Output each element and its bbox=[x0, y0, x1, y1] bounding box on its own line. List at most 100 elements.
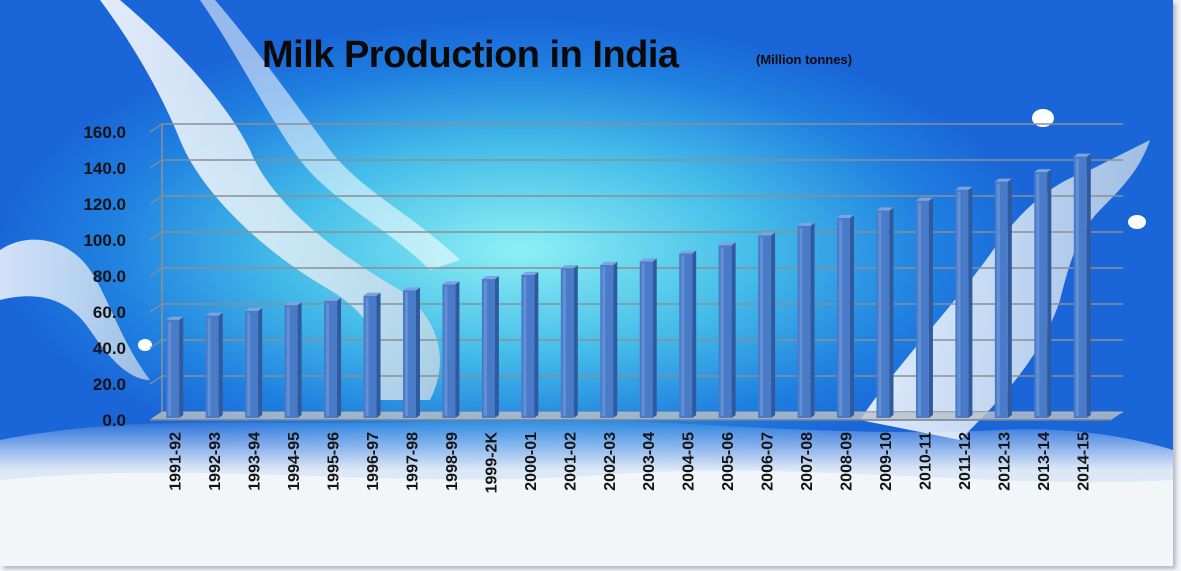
gridline-depth bbox=[149, 267, 163, 277]
x-tick-label: 1993-94 bbox=[247, 432, 264, 491]
x-tick-label: 1996-97 bbox=[365, 432, 382, 491]
bar bbox=[955, 186, 973, 418]
bar-front bbox=[560, 268, 574, 418]
bar-front bbox=[639, 261, 653, 418]
bar-highlight bbox=[720, 247, 724, 416]
bar-side bbox=[968, 186, 973, 418]
bar-top bbox=[442, 281, 460, 285]
gridline-depth bbox=[149, 123, 163, 133]
bar-front bbox=[797, 225, 811, 418]
bar-side bbox=[218, 312, 223, 418]
bar-side bbox=[850, 215, 855, 418]
bar-highlight bbox=[917, 202, 921, 416]
bar-top bbox=[876, 207, 894, 211]
bar-front bbox=[718, 245, 732, 418]
x-tick-label: 2006-07 bbox=[760, 432, 777, 491]
bar-front bbox=[442, 284, 456, 418]
bar-highlight bbox=[602, 266, 606, 416]
bar-side bbox=[1007, 178, 1012, 418]
bar-top bbox=[915, 197, 933, 201]
bar bbox=[718, 242, 736, 418]
chart-subtitle: (Million tonnes) bbox=[756, 52, 853, 67]
bar-front bbox=[481, 279, 495, 418]
bar-top bbox=[245, 307, 263, 311]
bar-highlight bbox=[168, 321, 172, 416]
x-tick-label: 2002-03 bbox=[602, 432, 619, 491]
bar bbox=[324, 297, 342, 418]
bar bbox=[166, 316, 184, 418]
x-tick-label: 2003-04 bbox=[641, 432, 658, 491]
bar-highlight bbox=[562, 270, 566, 416]
bar-side bbox=[376, 292, 381, 418]
x-tick-label: 2008-09 bbox=[839, 432, 856, 491]
x-tick-label: 1998-99 bbox=[444, 432, 461, 491]
bar bbox=[679, 250, 697, 418]
bar bbox=[402, 287, 420, 418]
bar-side bbox=[810, 222, 815, 418]
y-tick-label: 60.0 bbox=[93, 303, 126, 322]
x-tick-label: 2001-02 bbox=[562, 432, 579, 491]
x-tick-label: 2000-01 bbox=[523, 432, 540, 491]
bar-side bbox=[889, 207, 894, 418]
bar-front bbox=[521, 274, 535, 418]
x-tick-label: 1995-96 bbox=[326, 432, 343, 491]
x-tick-label: 2013-14 bbox=[1036, 432, 1053, 491]
bar-top bbox=[718, 242, 736, 246]
x-tick-label: 2007-08 bbox=[799, 432, 816, 491]
bar bbox=[876, 207, 894, 418]
bar-highlight bbox=[365, 297, 369, 416]
x-tick-label: 2010-11 bbox=[917, 432, 934, 490]
y-tick-label: 120.0 bbox=[83, 195, 126, 214]
bar bbox=[1034, 169, 1052, 418]
bar bbox=[560, 265, 578, 418]
bar bbox=[245, 307, 263, 418]
x-tick-label: 2009-10 bbox=[878, 432, 895, 491]
bar-front bbox=[915, 200, 929, 418]
bar-top bbox=[521, 271, 539, 275]
bar-side bbox=[179, 316, 184, 418]
y-tick-label: 40.0 bbox=[93, 339, 126, 358]
bar-highlight bbox=[1075, 158, 1079, 416]
bar-highlight bbox=[404, 292, 408, 416]
bar-side bbox=[455, 281, 460, 418]
bar bbox=[1073, 153, 1091, 418]
bar-front bbox=[284, 305, 298, 418]
bar-side bbox=[928, 197, 933, 418]
bar bbox=[915, 197, 933, 418]
bar-side bbox=[652, 258, 657, 418]
bar-highlight bbox=[483, 281, 487, 416]
bar-side bbox=[534, 271, 539, 418]
bar-highlight bbox=[286, 307, 290, 416]
gridline-depth bbox=[149, 375, 163, 385]
bar-front bbox=[166, 319, 180, 418]
y-tick-label: 0.0 bbox=[102, 411, 126, 430]
gridline-depth bbox=[149, 303, 163, 313]
bar-front bbox=[1034, 172, 1048, 418]
bar-side bbox=[1086, 153, 1091, 418]
bar-front bbox=[600, 264, 614, 418]
bar-front bbox=[955, 189, 969, 418]
bar bbox=[205, 312, 223, 418]
bar-highlight bbox=[523, 276, 527, 416]
bar bbox=[994, 178, 1012, 418]
bar-side bbox=[415, 287, 420, 418]
bar-top bbox=[758, 232, 776, 236]
gridline-depth bbox=[149, 195, 163, 205]
bar-highlight bbox=[641, 263, 645, 416]
x-tick-label: 2014-15 bbox=[1075, 432, 1092, 491]
bar-top bbox=[639, 258, 657, 262]
bar-side bbox=[337, 297, 342, 418]
bar-front bbox=[1073, 156, 1087, 418]
bar-highlight bbox=[326, 302, 330, 416]
bar bbox=[600, 261, 618, 418]
y-tick-label: 100.0 bbox=[83, 231, 126, 250]
x-tick-label: 2011-12 bbox=[957, 432, 974, 490]
bar bbox=[758, 232, 776, 418]
bar-highlight bbox=[996, 183, 1000, 416]
bar-top bbox=[166, 316, 184, 320]
bar-highlight bbox=[878, 212, 882, 416]
bar-top bbox=[955, 186, 973, 190]
